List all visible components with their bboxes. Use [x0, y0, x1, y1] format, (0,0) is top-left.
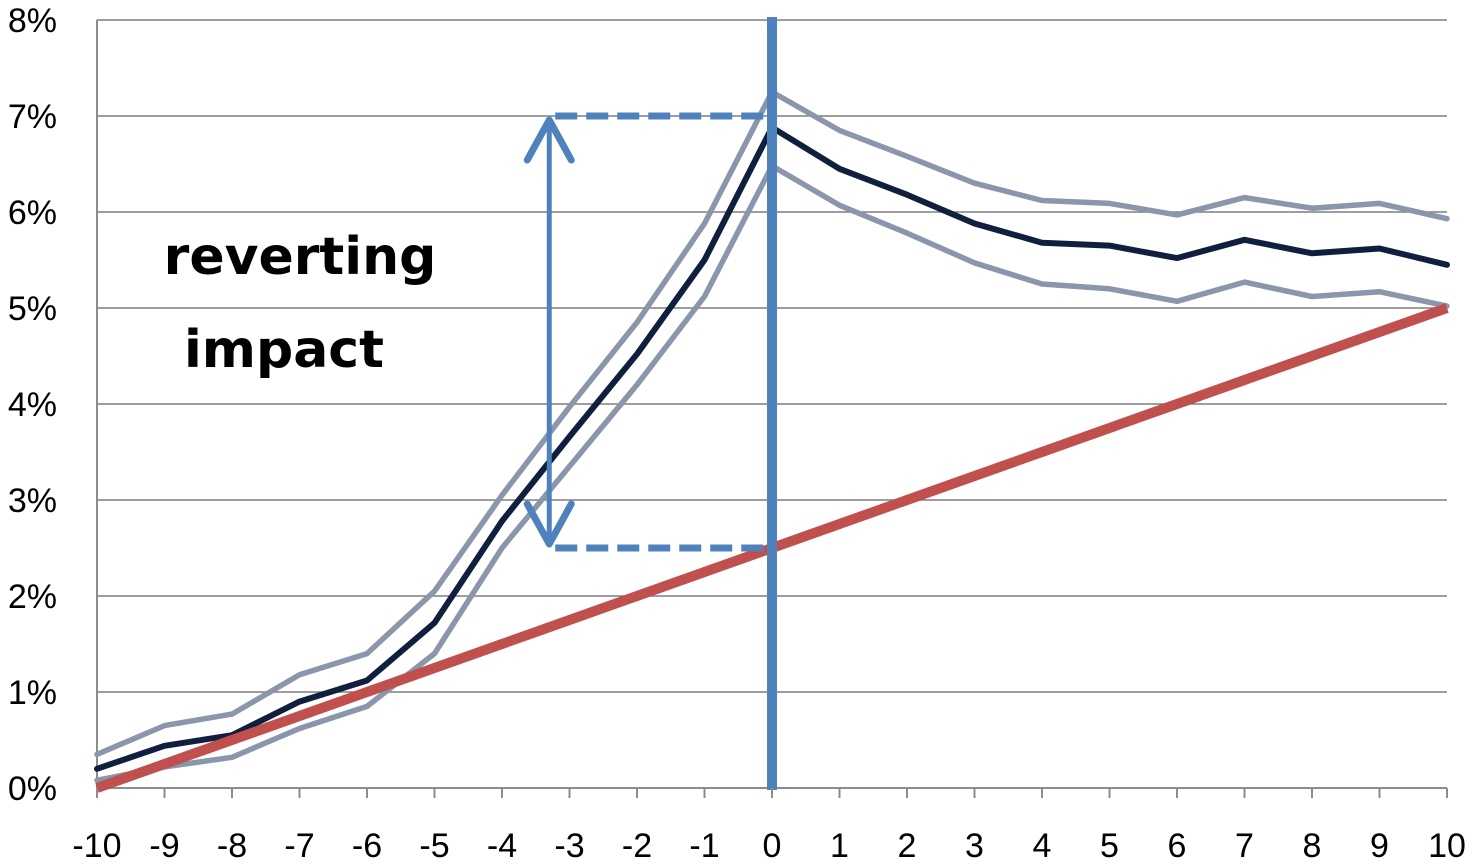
x-tick-label: -7 — [284, 827, 314, 865]
x-tick-label: 4 — [1033, 827, 1052, 865]
x-tick-label: 6 — [1168, 827, 1187, 865]
x-tick-label: -2 — [622, 827, 652, 865]
y-tick-label: 5% — [8, 290, 57, 328]
y-tick-label: 4% — [8, 386, 57, 424]
y-axis-ticks: 0% 1% 2% 3% 4% 5% 6% 7% 8% — [8, 2, 57, 808]
annotation-text-line-2: impact — [184, 320, 384, 380]
x-tick-label: -1 — [689, 827, 719, 865]
x-tick-label: 2 — [898, 827, 917, 865]
x-tick-label: -9 — [149, 827, 179, 865]
y-tick-label: 6% — [8, 194, 57, 232]
arrow-head-up-icon — [523, 116, 575, 164]
x-tick-label: -8 — [217, 827, 247, 865]
x-tick-label: 0 — [763, 827, 782, 865]
x-tick-label: 7 — [1235, 827, 1254, 865]
x-tick-label: 5 — [1100, 827, 1119, 865]
x-tick-label: 10 — [1428, 827, 1466, 865]
x-tick-label: 8 — [1303, 827, 1322, 865]
annotation-group: reverting impact — [164, 112, 772, 552]
arrow-head-down-icon — [523, 500, 575, 548]
x-axis-ticks: -10 -9 -8 -7 -6 -5 -4 -3 -2 -1 0 1 2 3 4 5 6 7 8 9 10 — [72, 788, 1466, 865]
y-tick-label: 2% — [8, 578, 57, 616]
y-tick-label: 0% — [8, 770, 57, 808]
x-tick-label: -3 — [554, 827, 584, 865]
y-tick-label: 7% — [8, 98, 57, 136]
x-tick-label: -4 — [487, 827, 517, 865]
x-tick-label: 3 — [965, 827, 984, 865]
x-tick-label: -6 — [352, 827, 382, 865]
x-tick-label: -10 — [72, 827, 121, 865]
y-tick-label: 8% — [8, 2, 57, 40]
x-tick-label: 9 — [1370, 827, 1389, 865]
x-tick-label: 1 — [830, 827, 849, 865]
y-tick-label: 3% — [8, 482, 57, 520]
x-tick-label: -5 — [419, 827, 449, 865]
annotation-text-line-1: reverting — [164, 227, 437, 287]
y-tick-label: 1% — [8, 674, 57, 712]
